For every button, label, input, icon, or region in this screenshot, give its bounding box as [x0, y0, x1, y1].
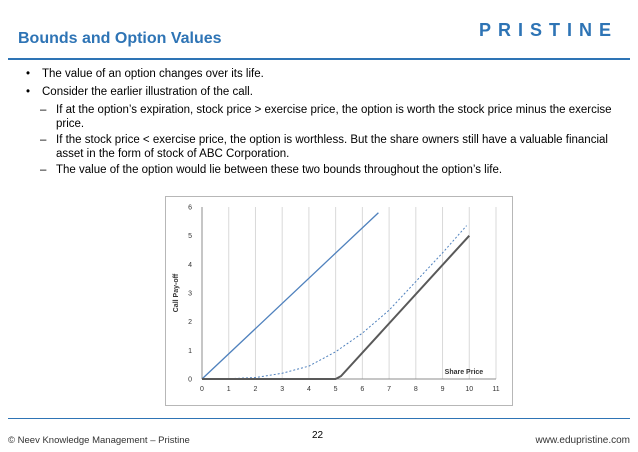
- x-axis-label: Share Price: [445, 369, 484, 376]
- page-number: 22: [312, 430, 324, 441]
- slide-title: Bounds and Option Values: [18, 30, 222, 47]
- call-payoff-chart: 0 1 2 3 4 5 6 7 8 9 10 11 0 1 2 3 4 5 6 Call Pay-off Share P…: [173, 205, 500, 394]
- footer-copyright: © Neev Knowledge Management – Pristine: [8, 435, 190, 446]
- x-tick-label: 5: [334, 386, 338, 393]
- slide-body: The value of an option changes over its …: [26, 66, 616, 177]
- header-divider: [8, 58, 630, 60]
- series-line-3: [202, 234, 471, 380]
- y-tick-label: 1: [188, 348, 192, 355]
- x-tick-label: 0: [200, 386, 204, 393]
- y-tick-label: 5: [188, 233, 192, 240]
- sub-bullet-item: If the stock price < exercise price, the…: [26, 133, 616, 161]
- x-tick-label: 1: [227, 386, 231, 393]
- bullet-item: Consider the earlier illustration of the…: [26, 84, 616, 101]
- x-tick-label: 3: [280, 386, 284, 393]
- y-tick-label: 6: [188, 205, 192, 212]
- y-tick-label: 4: [188, 262, 192, 269]
- brand-logo: PRISTINE: [478, 20, 618, 40]
- x-tick-label: 2: [254, 386, 258, 393]
- y-tick-label: 2: [188, 319, 192, 326]
- footer-divider: [8, 418, 630, 419]
- header-bar: Bounds and Option Values PRISTINE: [0, 0, 638, 60]
- x-tick-label: 8: [414, 386, 418, 393]
- sub-bullet-item: If at the option’s expiration, stock pri…: [26, 103, 616, 131]
- x-tick-label: 4: [307, 386, 311, 393]
- x-tick-label: 6: [360, 386, 364, 393]
- x-tick-label: 11: [492, 386, 499, 393]
- footer-website: www.edupristine.com: [535, 435, 630, 446]
- x-tick-label: 9: [441, 386, 445, 393]
- y-tick-label: 3: [188, 291, 192, 298]
- bullet-item: The value of an option changes over its …: [26, 66, 616, 83]
- y-axis-label: Call Pay-off: [173, 273, 180, 312]
- x-tick-label: 7: [387, 386, 391, 393]
- x-tick-label: 10: [465, 386, 473, 393]
- chart-container: 0 1 2 3 4 5 6 7 8 9 10 11 0 1 2 3 4 5 6 Call Pay-off Share P…: [165, 196, 513, 406]
- series-line-1: [201, 212, 379, 380]
- series-line-2: [201, 225, 467, 380]
- y-tick-label: 0: [188, 377, 192, 384]
- sub-bullet-item: The value of the option would lie betwee…: [26, 163, 616, 177]
